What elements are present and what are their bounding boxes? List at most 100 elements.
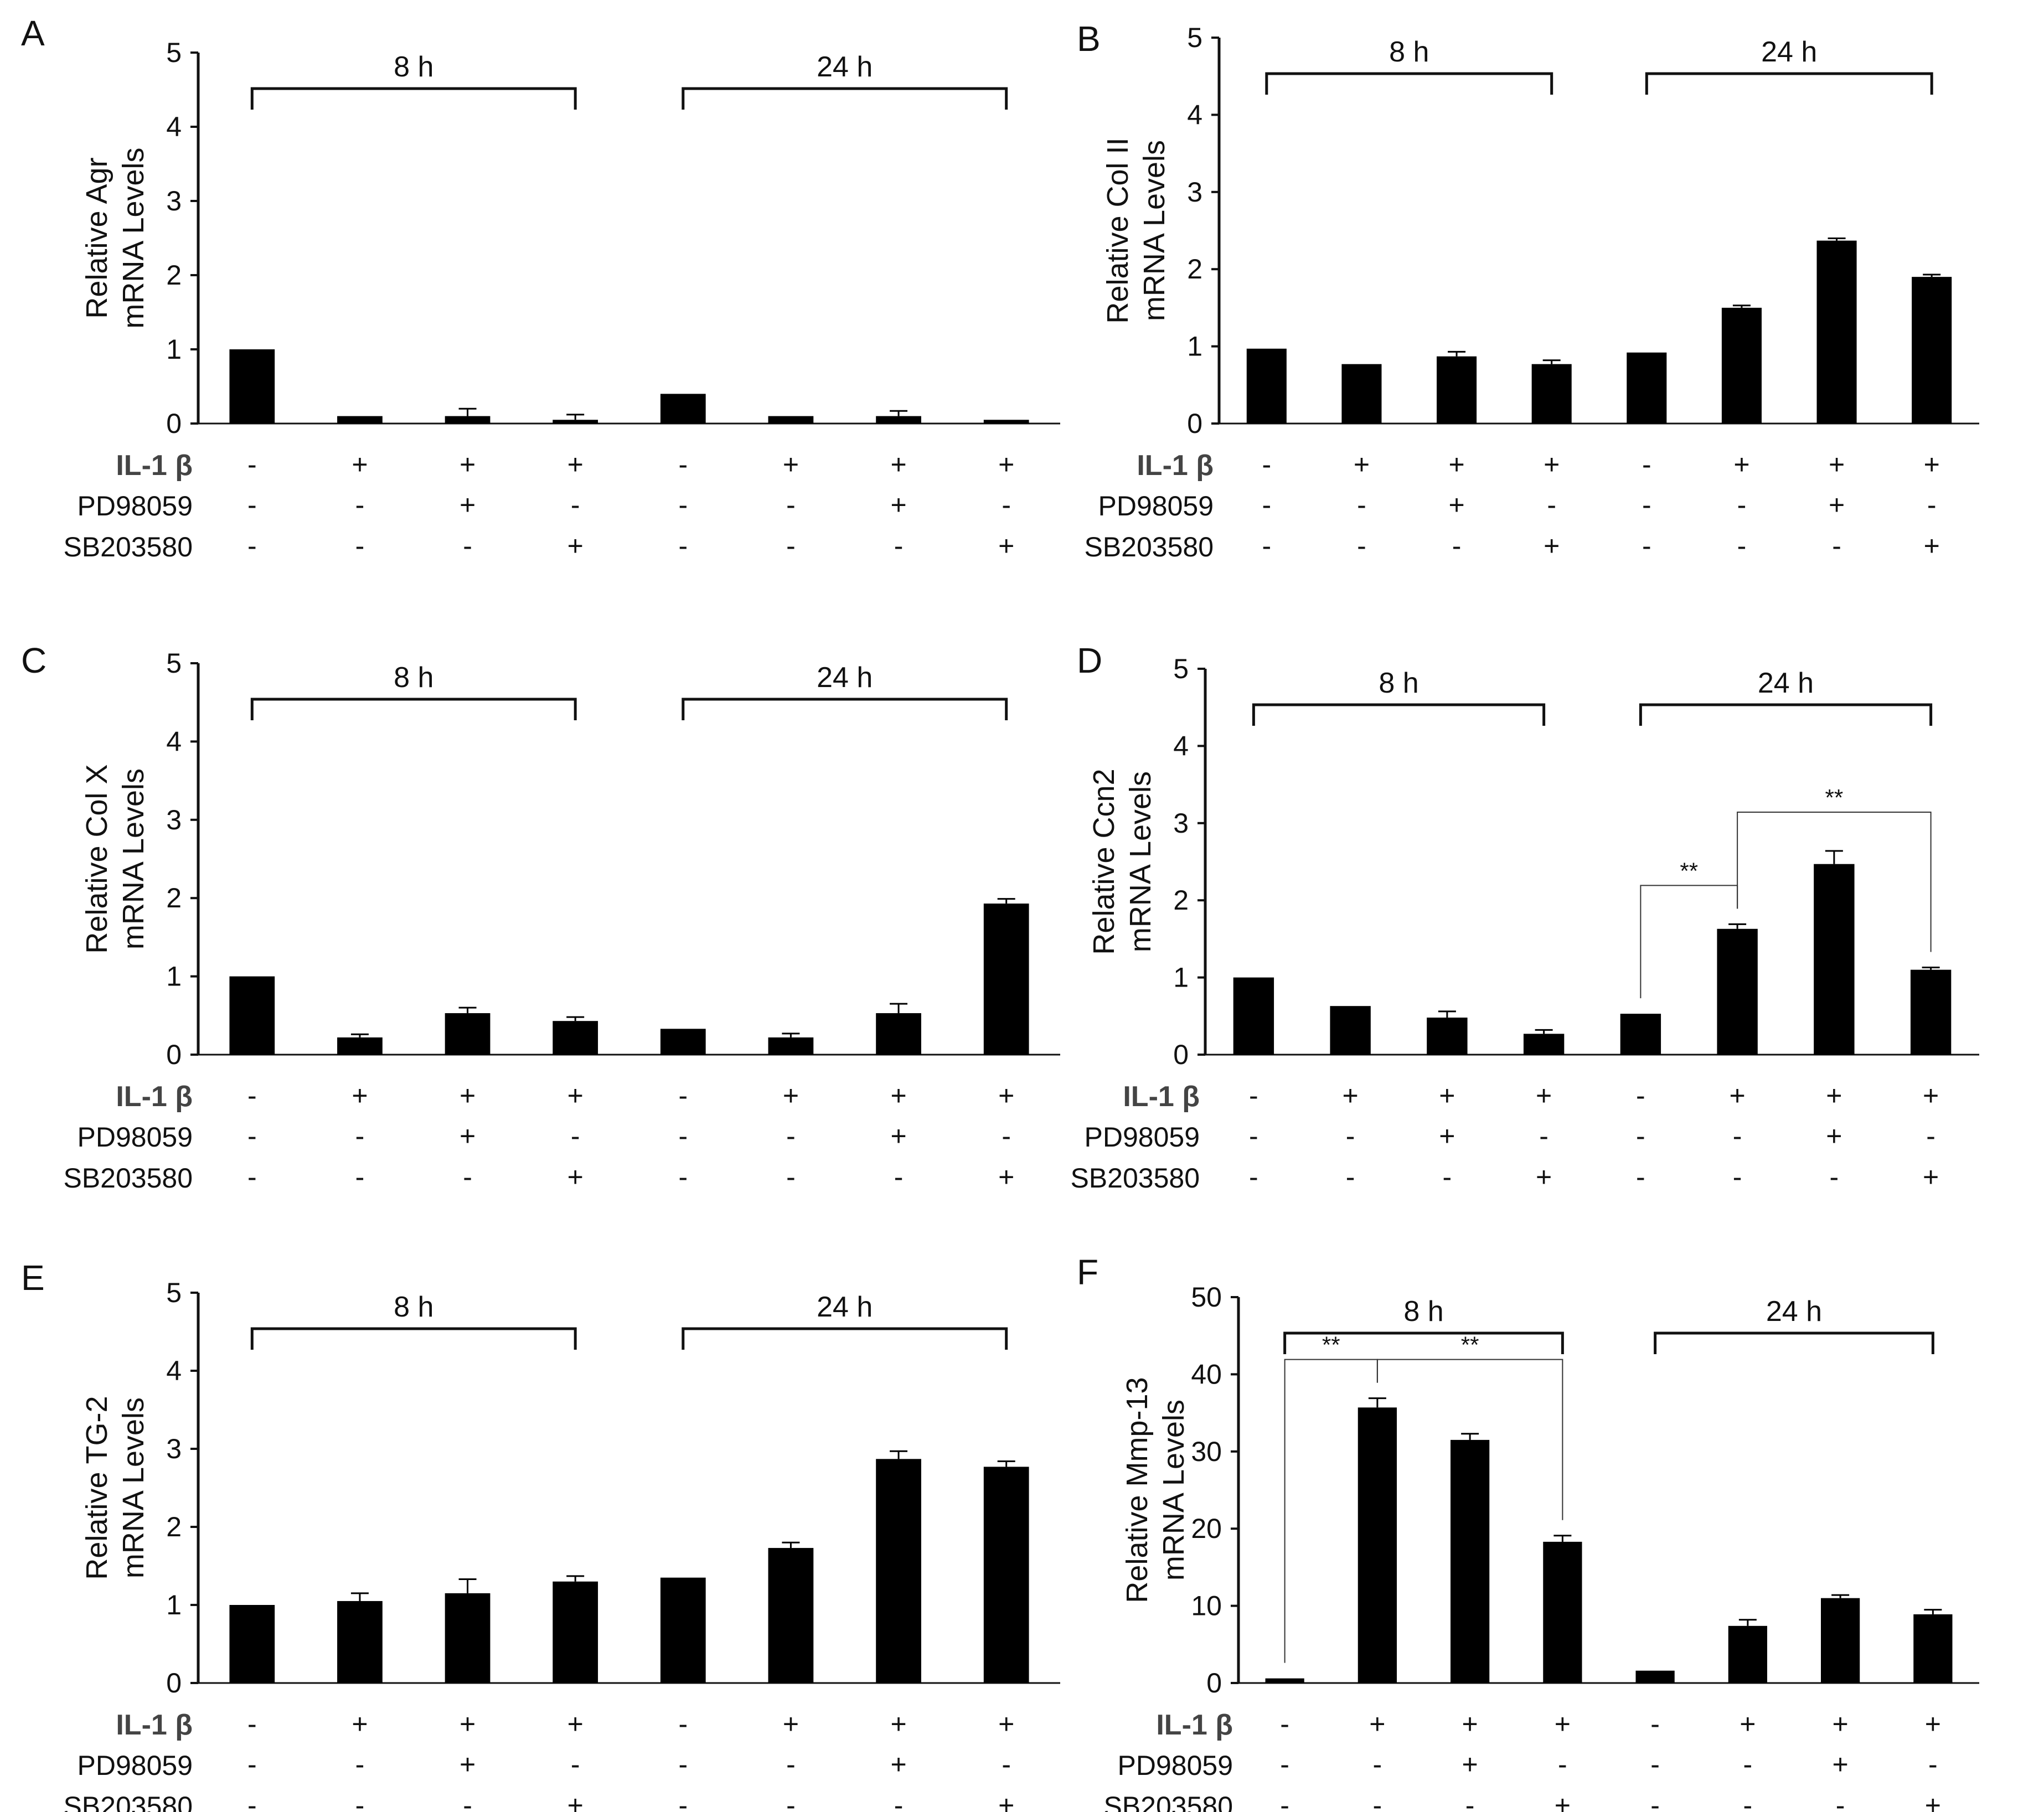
condition-sign: - <box>1636 1121 1645 1152</box>
condition-sign: - <box>678 1749 688 1780</box>
condition-sign: - <box>355 1161 365 1192</box>
condition-sign: - <box>1733 1161 1742 1192</box>
group-bracket <box>682 1327 1008 1350</box>
condition-sign: - <box>571 489 580 520</box>
condition-sign: + <box>1924 530 1940 561</box>
condition-sign: + <box>1544 530 1560 561</box>
group-label: 24 h <box>1766 1295 1822 1328</box>
condition-sign: - <box>1636 1161 1645 1192</box>
bar <box>337 1601 383 1683</box>
condition-sign: + <box>460 1080 476 1111</box>
panel-letter: E <box>21 1258 45 1298</box>
condition-sign: + <box>890 1121 906 1152</box>
condition-sign: - <box>1465 1790 1475 1812</box>
y-tick-label: 5 <box>1173 653 1189 684</box>
bar <box>1341 364 1382 424</box>
condition-sign: - <box>1928 1749 1938 1780</box>
condition-sign: - <box>1346 1121 1355 1152</box>
y-tick-label: 4 <box>166 111 182 142</box>
row-label-pd: PD98059 <box>1098 491 1214 522</box>
y-tick-label: 3 <box>166 804 182 835</box>
condition-sign: + <box>1448 489 1464 520</box>
group-bracket <box>1639 703 1933 726</box>
panel-letter: A <box>21 13 45 53</box>
bar <box>445 416 491 424</box>
y-tick-label: 4 <box>166 1355 182 1386</box>
y-tick-label: 20 <box>1191 1513 1222 1544</box>
condition-sign: + <box>1925 1790 1941 1812</box>
condition-sign: - <box>894 1790 904 1812</box>
condition-sign: - <box>1249 1080 1258 1111</box>
condition-sign: - <box>678 1790 688 1812</box>
condition-sign: - <box>786 1121 796 1152</box>
condition-sign: - <box>1249 1121 1258 1152</box>
bar <box>1912 277 1952 424</box>
condition-sign: + <box>567 1790 584 1812</box>
condition-sign: - <box>355 530 365 561</box>
condition-sign: + <box>567 1080 584 1111</box>
condition-sign: - <box>1280 1708 1289 1739</box>
condition-sign: - <box>247 530 257 561</box>
condition-sign: - <box>571 1749 580 1780</box>
y-tick-label: 2 <box>1187 254 1202 285</box>
y-tick-label: 1 <box>166 334 182 365</box>
condition-sign: + <box>567 1708 584 1739</box>
condition-sign: - <box>1346 1161 1355 1192</box>
y-tick-label: 3 <box>1187 177 1202 208</box>
condition-sign: - <box>1832 530 1841 561</box>
y-tick-label: 5 <box>166 37 182 68</box>
group-label: 8 h <box>1389 36 1429 68</box>
significance-label: ** <box>1322 1332 1340 1358</box>
condition-sign: + <box>1826 1080 1842 1111</box>
condition-sign: - <box>1737 530 1747 561</box>
condition-sign: - <box>247 1790 257 1812</box>
y-tick-label: 1 <box>166 961 182 992</box>
condition-sign: - <box>1650 1749 1660 1780</box>
panel-letter: B <box>1077 19 1101 59</box>
y-tick-label: 2 <box>166 882 182 913</box>
bar <box>553 1581 598 1683</box>
bar <box>1728 1625 1767 1683</box>
group-bracket <box>250 87 577 110</box>
condition-sign: - <box>786 489 796 520</box>
bar <box>445 1593 491 1683</box>
condition-sign: - <box>247 449 257 480</box>
bar <box>553 420 598 424</box>
condition-sign: - <box>247 1121 257 1152</box>
bar <box>768 1548 814 1683</box>
condition-sign: + <box>890 1708 906 1739</box>
y-tick-label: 3 <box>166 1433 182 1464</box>
condition-sign: + <box>1439 1121 1455 1152</box>
bar <box>1814 864 1855 1055</box>
group-label: 24 h <box>1758 667 1814 699</box>
row-label-sb: SB203580 <box>63 531 193 562</box>
row-label-il1b: IL-1 β <box>116 1709 193 1741</box>
condition-sign: + <box>352 1080 368 1111</box>
condition-sign: - <box>247 489 257 520</box>
condition-sign: + <box>1923 1161 1939 1192</box>
bar <box>876 1013 921 1055</box>
bar <box>876 1459 921 1683</box>
panel-d: D 0 1 2 3 4 5 Relative Ccn2 mRNA Levels 8 h 24 h **… <box>1070 641 1979 1194</box>
condition-sign: + <box>352 1708 368 1739</box>
condition-sign: - <box>678 530 688 561</box>
panel-b: B 0 1 2 3 4 5 Relative Col II mRNA Levels 8 h 24 h… <box>1077 19 1979 562</box>
bar <box>660 394 706 424</box>
y-tick-label: 4 <box>166 726 182 757</box>
row-label-il1b: IL-1 β <box>1137 450 1214 482</box>
row-label-pd: PD98059 <box>78 491 193 522</box>
panel-letter: F <box>1077 1252 1098 1292</box>
condition-sign: - <box>1262 530 1271 561</box>
bar <box>983 1467 1029 1683</box>
y-tick-label: 0 <box>166 1668 182 1699</box>
y-tick-label: 2 <box>1173 885 1189 916</box>
y-tick-label: 1 <box>1173 962 1189 993</box>
y-axis-label: Relative Mmp-13 mRNA Levels <box>1121 1377 1190 1603</box>
condition-sign: + <box>1536 1080 1552 1111</box>
y-tick-label: 4 <box>1187 99 1202 130</box>
panel-a: A 0 1 2 3 4 5 Relative Agr mRNA Levels 8 h 24 h IL-… <box>21 13 1060 562</box>
y-tick-label: 4 <box>1173 730 1189 761</box>
y-axis-label: Relative Ccn2 mRNA Levels <box>1087 768 1157 954</box>
condition-sign: + <box>1555 1708 1571 1739</box>
panel-letter: C <box>21 641 47 680</box>
